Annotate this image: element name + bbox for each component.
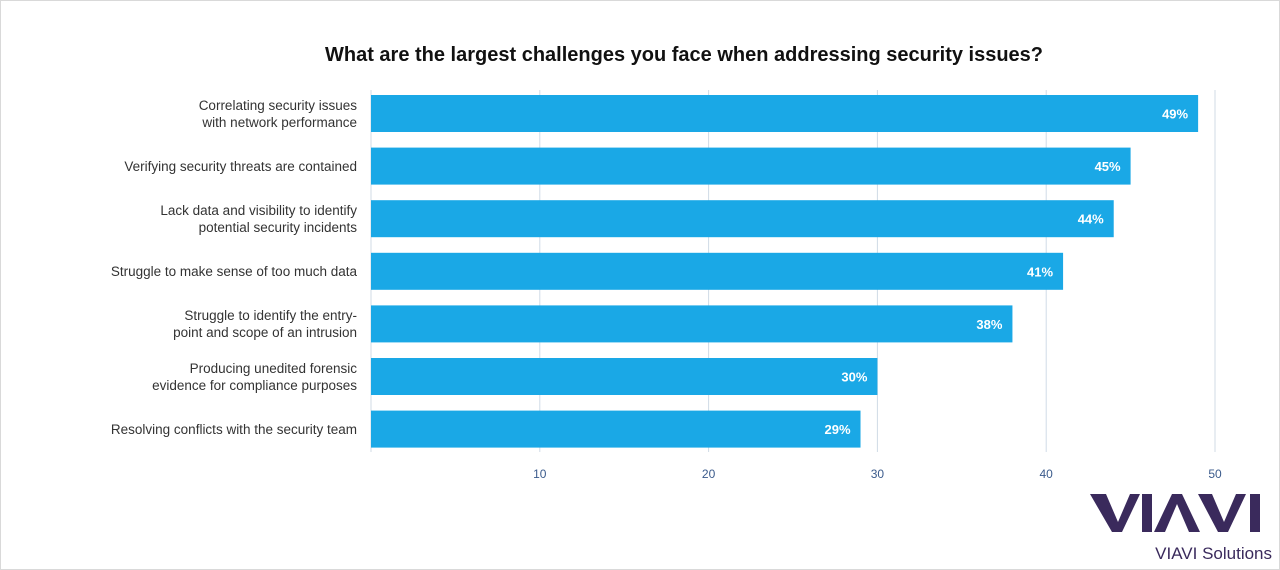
x-tick-30: 30 (870, 467, 885, 481)
bar-3 (371, 252, 1064, 290)
category-label-2: Lack data and visibility to identify pote… (160, 202, 357, 235)
data-label-1: 45% (1095, 159, 1121, 174)
bar-4 (371, 305, 1013, 343)
bar-2 (371, 200, 1114, 238)
data-label-2: 44% (1078, 212, 1104, 227)
category-label-4: Struggle to identify the entry-point and… (173, 307, 357, 340)
category-label-1: Verifying security threats are contained (124, 158, 357, 174)
category-label-0: Correlating security issues with network … (198, 97, 357, 130)
viavi-logo (1090, 494, 1260, 532)
chart-title: What are the largest challenges you face… (324, 44, 1044, 66)
category-label-5: Producing unedited forensic evidence for … (152, 360, 357, 393)
x-tick-20: 20 (701, 467, 716, 481)
data-label-0: 49% (1162, 107, 1188, 122)
x-tick-10: 10 (533, 467, 547, 481)
x-tick-50: 50 (1208, 467, 1222, 481)
bar-0 (371, 95, 1199, 132)
data-label-6: 29% (824, 422, 850, 437)
data-label-4: 38% (976, 317, 1002, 332)
bar-6 (371, 410, 861, 448)
brand-tagline: VIAVI Solutions (1155, 544, 1272, 563)
category-label-6: Resolving conflicts with the security te… (110, 421, 357, 437)
x-tick-40: 40 (1039, 467, 1053, 481)
bar-5 (371, 358, 878, 395)
bar-1 (371, 147, 1131, 185)
category-label-3: Struggle to make sense of too much data (110, 263, 357, 279)
data-label-5: 30% (841, 370, 867, 385)
data-label-3: 41% (1027, 264, 1053, 279)
